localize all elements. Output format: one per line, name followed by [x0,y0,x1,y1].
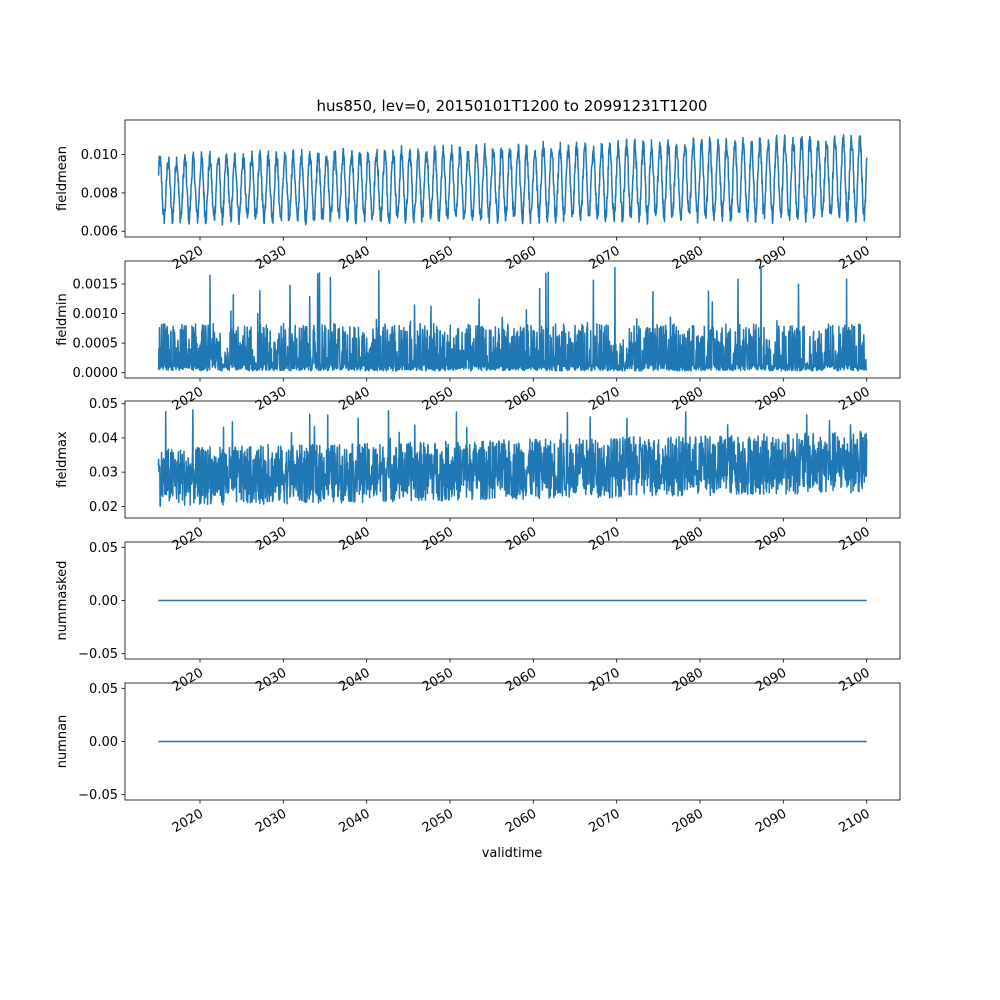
series-line-fieldmax [157,409,868,507]
y-tick-label: 0.0005 [73,337,119,352]
y-tick-label: 0.00 [89,735,118,750]
x-tick-label: 2030 [253,524,289,554]
x-tick-label: 2070 [587,524,623,554]
chart-title: hus850, lev=0, 20150101T1200 to 20991231… [317,97,708,115]
x-tick-label: 2080 [670,665,706,695]
x-tick-label: 2050 [420,665,456,695]
x-tick-label: 2080 [670,806,706,836]
axes-frame-fieldmax [124,400,901,519]
x-tick-label: 2030 [253,806,289,836]
x-tick-label: 2090 [753,665,789,695]
y-tick-label: 0.010 [81,148,118,163]
y-tick-label: 0.02 [89,500,118,515]
y-axis-label: fieldmax [55,431,70,488]
x-tick-label: 2070 [587,243,623,273]
x-tick-label: 2050 [420,243,456,273]
x-tick-label: 2100 [837,524,873,554]
y-tick-label: 0.05 [89,541,118,556]
x-tick-label: 2030 [253,384,289,414]
x-tick-label: 2060 [503,243,539,273]
y-tick-label: 0.008 [81,186,118,201]
x-tick-label: 2060 [503,806,539,836]
x-tick-label: 2090 [753,384,789,414]
y-tick-label: 0.00 [89,594,118,609]
x-tick-label: 2100 [837,384,873,414]
x-tick-label: 2040 [337,384,373,414]
y-axis-label: numnan [55,715,70,769]
y-tick-label: 0.0000 [73,366,119,381]
y-tick-label: 0.03 [89,466,118,481]
axes-frame-fieldmean [124,119,901,238]
y-tick-label: 0.05 [89,397,118,412]
x-axis-label: validtime [482,846,543,861]
x-tick-label: 2080 [670,384,706,414]
y-axis-label: fieldmin [55,293,70,346]
x-tick-label: 2090 [753,243,789,273]
x-tick-label: 2020 [170,806,206,836]
x-tick-label: 2070 [587,806,623,836]
x-tick-label: 2080 [670,524,706,554]
x-tick-label: 2100 [837,243,873,273]
x-tick-label: 2030 [253,665,289,695]
y-axis-label: fieldmean [55,146,70,211]
subplot-numnan: −0.05 0.00 0.05 numnan 2020 2030 2040 2050 2060 2… [55,682,901,836]
y-tick-label: 0.04 [89,431,118,446]
x-tick-label: 2020 [170,665,206,695]
x-tick-label: 2040 [337,665,373,695]
x-tick-label: 2090 [753,806,789,836]
x-tick-label: 2050 [420,384,456,414]
y-tick-label: −0.05 [78,788,118,803]
subplot-fieldmax: 0.02 0.03 0.04 0.05 fieldmax 2020 2030 2040 2050… [55,397,901,554]
x-tick-label: 2060 [503,384,539,414]
x-tick-label: 2040 [337,806,373,836]
subplot-fieldmean: 0.006 0.008 0.010 fieldmean 2020 2030 2040 2050… [55,119,901,273]
y-tick-label: 0.0010 [73,307,119,322]
x-tick-label: 2070 [587,665,623,695]
x-tick-label: 2040 [337,524,373,554]
x-tick-label: 2100 [837,665,873,695]
x-tick-label: 2050 [420,524,456,554]
x-tick-label: 2080 [670,243,706,273]
x-tick-label: 2090 [753,524,789,554]
series-line-fieldmean [157,133,868,226]
x-tick-label: 2060 [503,524,539,554]
y-tick-label: 0.05 [89,682,118,697]
x-tick-label: 2070 [587,384,623,414]
y-axis-label: nummasked [55,561,70,641]
x-tick-label: 2060 [503,665,539,695]
x-tick-label: 2100 [837,806,873,836]
x-tick-label: 2040 [337,243,373,273]
x-tick-label: 2020 [170,524,206,554]
x-tick-label: 2030 [253,243,289,273]
x-tick-label: 2020 [170,384,206,414]
subplot-nummasked: −0.05 0.00 0.05 nummasked 2020 2030 2040 2050 20… [55,541,901,695]
axes-frame-fieldmin [124,260,901,379]
series-line-fieldmin [157,266,868,372]
x-tick-label: 2050 [420,806,456,836]
x-tick-label: 2020 [170,243,206,273]
y-tick-label: 0.0015 [73,278,119,293]
y-tick-label: 0.006 [81,225,118,240]
subplots: 0.006 0.008 0.010 fieldmean 2020 2030 2040 2050… [55,119,901,836]
y-tick-label: −0.05 [78,647,118,662]
